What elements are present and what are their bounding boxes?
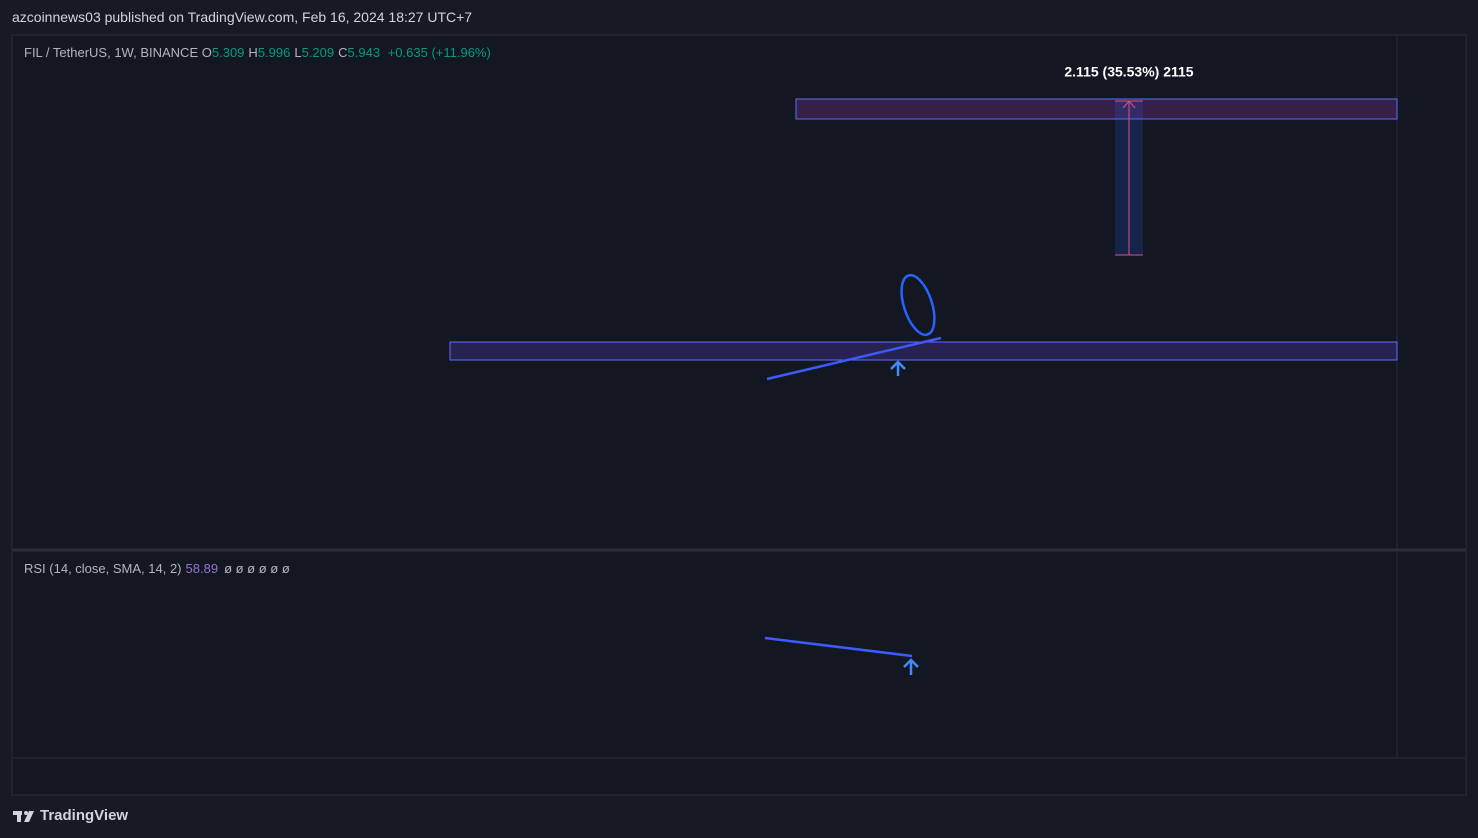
brand-logo xyxy=(13,811,34,822)
measure-label: 2.115 (35.53%) 2115 xyxy=(1064,64,1193,80)
rsi-trend-line xyxy=(764,636,913,658)
ohlc-value: 5.996 xyxy=(257,45,291,60)
rsi-value: 58.89 xyxy=(185,561,219,576)
ohlc-value: 5.943 xyxy=(347,45,381,60)
change-value: +0.635 (+11.96%) xyxy=(387,45,491,60)
ohlc-key: O xyxy=(201,45,212,60)
trend-line xyxy=(766,336,942,381)
arrow-up xyxy=(890,360,906,376)
rsi-arrow-up xyxy=(903,658,919,675)
rsi-legend: RSI (14, close, SMA, 14, 2) 58.89 ø ø ø ø … xyxy=(24,561,290,576)
ohlc-key: L xyxy=(294,45,302,60)
ohlc-key: C xyxy=(338,45,348,60)
rsi-extra: ø ø ø ø ø ø xyxy=(224,561,290,576)
ohlc-value: 5.309 xyxy=(211,45,245,60)
symbol-title: FIL / TetherUS, 1W, BINANCE xyxy=(24,45,199,60)
symbol-legend: FIL / TetherUS, 1W, BINANCE O5.309 H5.996… xyxy=(24,45,495,60)
brand-name: TradingView xyxy=(40,807,129,824)
ohlc-values: O5.309 H5.996 L5.209 C5.943 xyxy=(202,45,384,60)
ohlc-value: 5.209 xyxy=(301,45,335,60)
chart-background xyxy=(11,34,1467,796)
publisher-header: azcoinnews03 published on TradingView.co… xyxy=(12,9,473,25)
rsi-title: RSI (14, close, SMA, 14, 2) xyxy=(24,561,182,576)
ohlc-key: H xyxy=(248,45,258,60)
support-zone xyxy=(449,341,1398,361)
resistance-zone xyxy=(795,98,1398,120)
highlight-ellipse xyxy=(900,273,936,337)
